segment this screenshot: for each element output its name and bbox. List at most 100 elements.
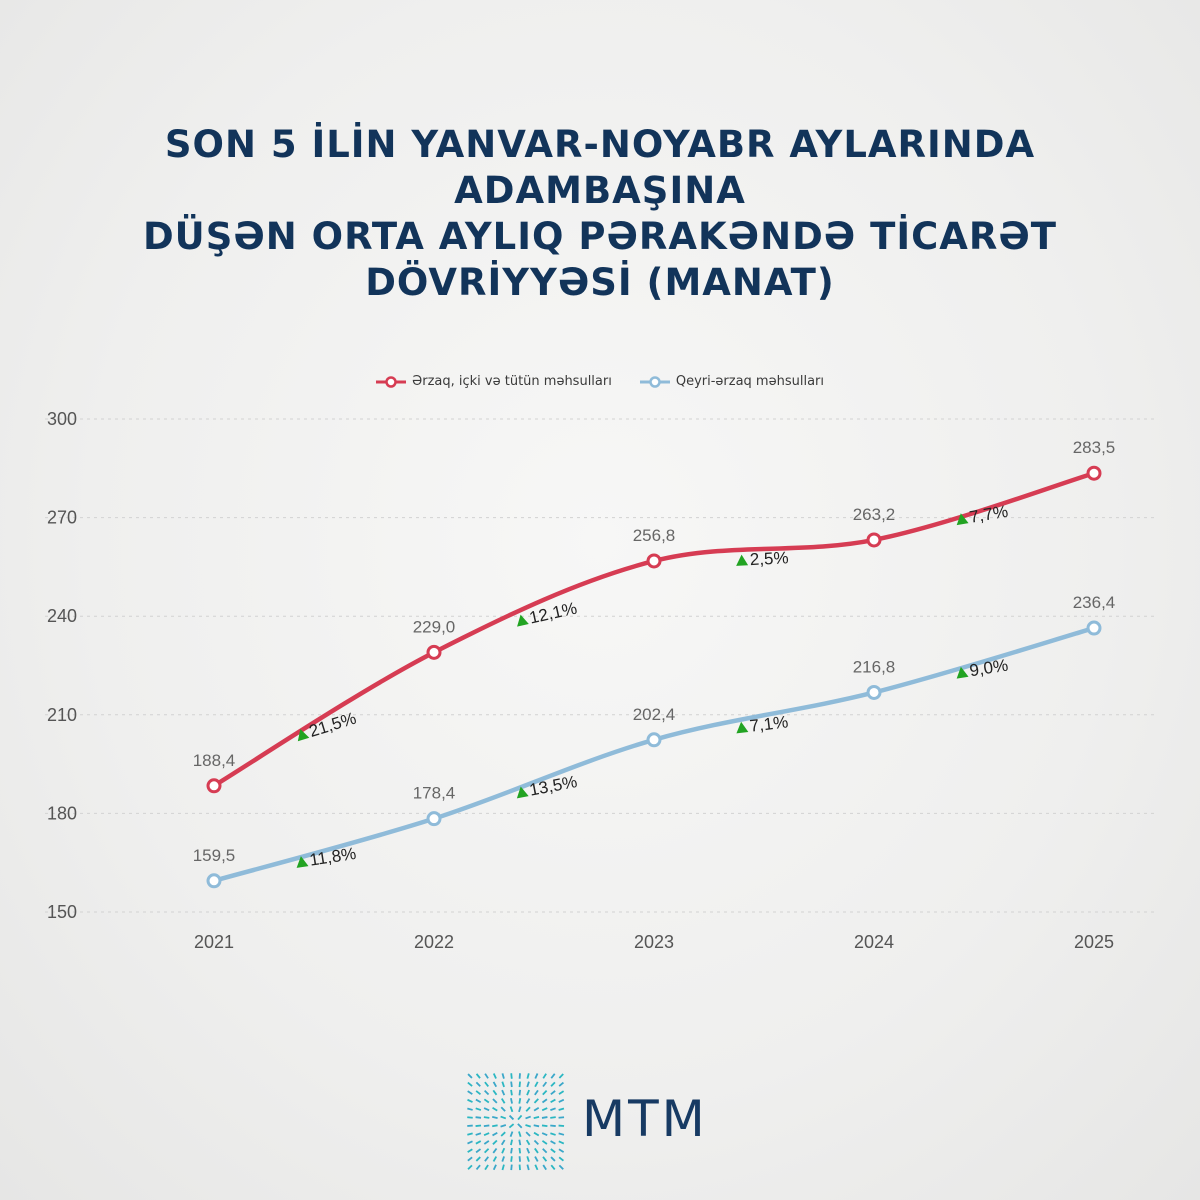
logo-ray <box>525 1115 531 1120</box>
y-tick-label: 150 <box>47 902 77 922</box>
y-tick-label: 240 <box>47 606 77 626</box>
logo-ray <box>484 1073 489 1079</box>
logo-ray <box>492 1164 497 1171</box>
logo-ray <box>483 1098 490 1104</box>
logo-ray <box>542 1156 548 1162</box>
logo-ray <box>550 1132 556 1136</box>
x-tick-label: 2022 <box>414 932 454 952</box>
chart-legend: Ərzaq, içki və tütün məhsulları Qeyri-ər… <box>0 374 1200 389</box>
logo-ray <box>483 1124 490 1128</box>
data-point <box>1086 465 1102 481</box>
legend-label-nonfood: Qeyri-ərzaq məhsulları <box>675 374 824 389</box>
logo-ray <box>510 1147 513 1154</box>
logo-ray <box>475 1140 482 1145</box>
logo-ray <box>534 1073 539 1079</box>
logo-ray <box>509 1106 514 1113</box>
data-value-label: 159,5 <box>193 846 236 865</box>
logo-ray <box>492 1139 498 1145</box>
up-arrow-icon <box>297 728 310 742</box>
logo-ray <box>475 1148 482 1154</box>
logo-ray <box>492 1156 498 1162</box>
logo-ray <box>492 1073 497 1079</box>
logo-ray <box>484 1148 490 1154</box>
data-value-label: 256,8 <box>633 526 676 545</box>
data-value-label: 263,2 <box>853 505 896 524</box>
growth-label: 13,5% <box>528 772 579 800</box>
logo-ray <box>526 1147 530 1154</box>
logo-ray <box>467 1164 473 1170</box>
series-line-nonfood <box>211 625 1097 884</box>
logo-ray <box>541 1107 548 1112</box>
logo-ray <box>508 1123 515 1129</box>
logo-ray <box>533 1131 540 1137</box>
logo-ray <box>558 1090 565 1095</box>
data-point <box>646 553 662 569</box>
brand-name: MTM <box>582 1090 708 1148</box>
logo-ray <box>526 1073 530 1079</box>
logo-ray <box>534 1089 539 1096</box>
logo-ray <box>518 1089 522 1096</box>
logo-ray <box>526 1156 530 1162</box>
logo-ray <box>501 1073 505 1079</box>
logo-ray <box>542 1073 547 1079</box>
logo-ray <box>467 1156 473 1162</box>
logo-ray <box>484 1164 489 1171</box>
logo-ray <box>467 1132 473 1136</box>
logo-ray <box>509 1131 514 1137</box>
x-tick-label: 2025 <box>1074 932 1114 952</box>
data-value-label: 216,8 <box>853 657 896 676</box>
logo-ray <box>492 1089 498 1096</box>
y-tick-label: 270 <box>47 508 77 528</box>
mtm-logo-icon <box>467 1073 565 1171</box>
logo-ray <box>500 1106 506 1112</box>
logo-ray <box>467 1107 473 1111</box>
title-line-2: DÜŞƏN ORTA AYLIQ PƏRAKƏNDƏ TİCARƏT <box>142 215 1058 258</box>
logo-ray <box>500 1131 506 1137</box>
growth-label: 2,5% <box>749 548 789 569</box>
logo-ray <box>483 1116 490 1119</box>
logo-ray <box>483 1107 490 1112</box>
logo-ray <box>534 1164 539 1171</box>
logo-ray <box>467 1148 473 1153</box>
logo-ray <box>475 1107 482 1111</box>
logo-ray <box>526 1081 530 1088</box>
legend-item-nonfood: Qeyri-ərzaq məhsulları <box>639 374 824 389</box>
logo-ray <box>518 1098 522 1104</box>
growth-annotation: 9,0% <box>956 656 1009 681</box>
logo-ray <box>525 1106 531 1112</box>
legend-label-food: Ərzaq, içki və tütün məhsulları <box>412 374 612 389</box>
growth-label: 7,7% <box>968 502 1009 527</box>
logo-ray <box>475 1090 482 1096</box>
logo-ray <box>558 1132 565 1136</box>
logo-ray <box>517 1114 523 1121</box>
up-arrow-icon <box>517 614 529 627</box>
logo-ray <box>550 1116 556 1119</box>
logo-ray <box>534 1147 539 1154</box>
logo-ray <box>558 1107 565 1111</box>
data-point <box>646 732 662 748</box>
logo-ray <box>550 1073 556 1079</box>
logo-ray <box>550 1140 556 1145</box>
logo-ray <box>550 1156 556 1162</box>
logo-ray <box>467 1140 473 1145</box>
logo-ray <box>558 1164 564 1170</box>
logo-ray <box>525 1139 531 1146</box>
logo-ray <box>475 1164 481 1170</box>
logo-ray <box>467 1081 473 1087</box>
growth-label: 9,0% <box>968 656 1009 681</box>
data-point <box>1086 620 1102 636</box>
logo-ray <box>483 1140 490 1145</box>
logo-ray <box>467 1116 473 1119</box>
logo-ray <box>525 1124 531 1128</box>
logo-ray <box>484 1156 490 1162</box>
logo-ray <box>542 1148 548 1154</box>
logo-ray <box>526 1089 530 1096</box>
logo-ray <box>492 1081 498 1088</box>
logo-ray <box>558 1098 565 1103</box>
logo-ray <box>510 1139 513 1146</box>
logo-ray <box>534 1156 539 1162</box>
title-line-1: SON 5 İLİN YANVAR-NOYABR AYLARINDA ADAMB… <box>164 123 1036 212</box>
logo-ray <box>558 1140 565 1145</box>
data-point <box>426 811 442 827</box>
